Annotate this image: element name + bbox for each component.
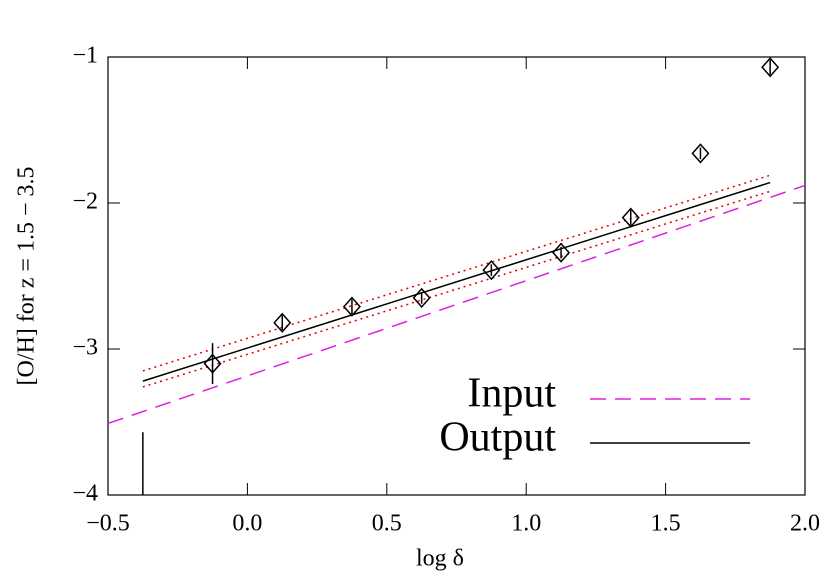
data-point	[691, 143, 710, 164]
x-tick-label: 0.5	[372, 511, 402, 537]
data-point	[203, 353, 222, 374]
data-point	[552, 242, 571, 263]
fit-line	[142, 181, 771, 382]
x-axis-label: log δ	[416, 546, 464, 571]
plot-frame	[107, 56, 806, 496]
x-tick-label: −0.5	[86, 511, 130, 537]
x-tick-label: 1.0	[511, 511, 541, 537]
data-point	[342, 296, 361, 317]
data-point	[482, 260, 501, 281]
fit-line	[108, 184, 805, 425]
legend-label: Output	[439, 415, 556, 461]
y-tick-label: −4	[72, 481, 98, 507]
y-axis-label: [O/H] for z = 1.5 − 3.5	[14, 166, 40, 385]
data-point	[273, 312, 292, 333]
x-tick-label: 1.5	[651, 511, 681, 537]
y-tick-label: −3	[72, 335, 98, 361]
legend-label: Input	[467, 371, 556, 417]
data-point	[621, 207, 640, 228]
fit-line	[142, 190, 771, 388]
data-point	[412, 287, 431, 309]
x-tick-label: 0.0	[232, 511, 262, 537]
y-tick-label: −1	[72, 43, 98, 69]
data-point	[761, 57, 780, 78]
fit-line	[142, 174, 771, 372]
y-tick-label: −2	[72, 189, 98, 215]
x-tick-label: 2.0	[790, 511, 820, 537]
